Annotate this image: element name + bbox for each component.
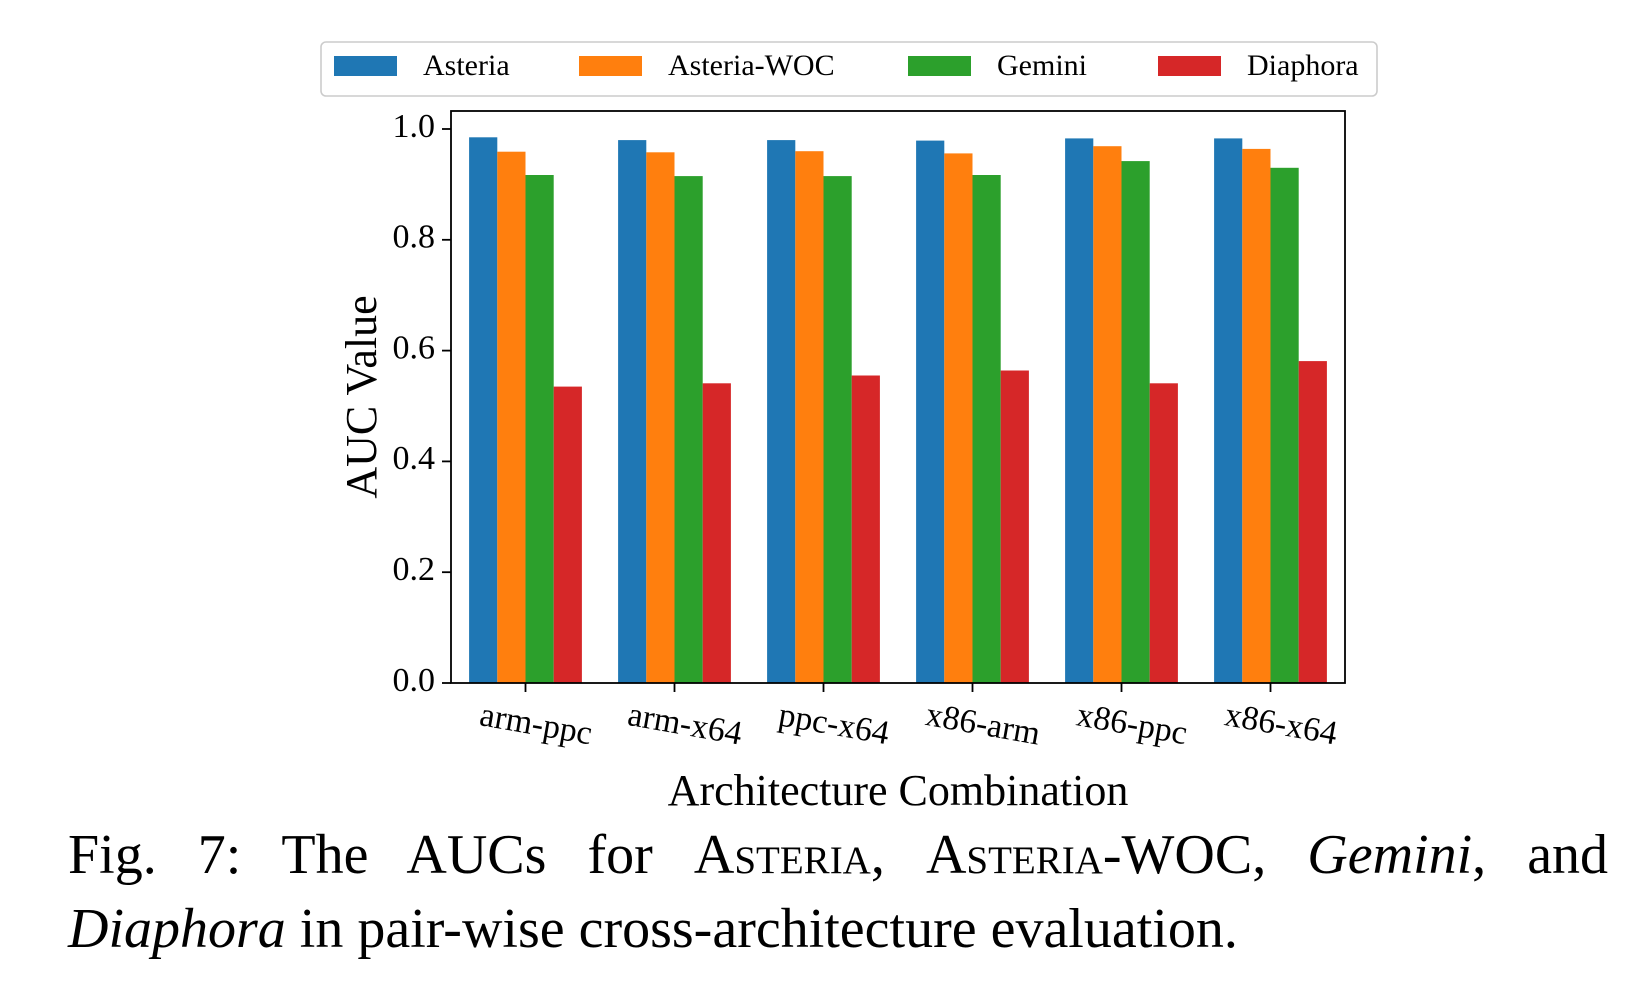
- caption-text-2: , and: [1472, 824, 1609, 886]
- legend-label-diaphora: Diaphora: [1247, 49, 1359, 82]
- caption-name-asteria-woc: Asteria: [925, 824, 1103, 886]
- legend-label-asteria-woc: Asteria-WOC: [668, 49, 835, 82]
- bar-diaphora-arm-ppc: [553, 386, 582, 683]
- legend-swatch-asteria: [334, 56, 397, 76]
- caption-line-2: Diaphora in pair-wise cross-architecture…: [68, 892, 1608, 966]
- y-tick-label: 0.6: [393, 329, 436, 366]
- x-tick-label: x86-x64: [1222, 696, 1340, 752]
- bar-gemini-arm-x64: [674, 176, 703, 683]
- bar-gemini-arm-ppc: [525, 175, 554, 683]
- y-tick-label: 0.0: [393, 662, 436, 699]
- y-tick-label: 0.4: [393, 440, 436, 477]
- bar-asteria-arm-ppc: [469, 137, 498, 684]
- bar-asteria-x86-x64: [1214, 138, 1243, 683]
- caption-text-3: in pair-wise cross-architecture evaluati…: [299, 898, 1238, 960]
- caption-name-asteria-woc-suffix: -WOC,: [1102, 824, 1267, 886]
- caption-name-diaphora: Diaphora: [68, 898, 286, 960]
- x-tick-label: x86-ppc: [1074, 696, 1190, 752]
- bar-gemini-ppc-x64: [823, 176, 852, 683]
- x-tick-label: arm-x64: [625, 696, 745, 752]
- bar-asteria-woc-arm-x64: [646, 152, 675, 684]
- bar-asteria-woc-ppc-x64: [795, 151, 824, 683]
- bar-gemini-x86-arm: [972, 175, 1001, 683]
- caption-name-asteria: Asteria: [693, 824, 871, 886]
- bar-diaphora-arm-x64: [702, 383, 731, 683]
- bar-diaphora-x86-arm: [1000, 370, 1029, 683]
- y-axis-label: AUC Value: [337, 295, 386, 498]
- bar-asteria-x86-ppc: [1065, 138, 1094, 683]
- caption-text-1: The AUCs for: [281, 824, 653, 886]
- legend-swatch-gemini: [908, 56, 971, 76]
- bars: [469, 137, 1327, 684]
- x-tick-label: x86-arm: [923, 696, 1043, 752]
- legend-frame: [320, 41, 1378, 97]
- bar-asteria-x86-arm: [916, 140, 945, 684]
- y-tick-label: 0.2: [393, 551, 436, 588]
- y-tick-label: 0.8: [393, 219, 436, 256]
- bar-diaphora-x86-ppc: [1149, 383, 1178, 683]
- legend-label-gemini: Gemini: [997, 49, 1087, 82]
- bar-diaphora-ppc-x64: [851, 375, 880, 683]
- bar-asteria-woc-x86-x64: [1242, 148, 1271, 683]
- caption-sep-1: ,: [870, 824, 885, 886]
- legend-swatch-asteria-woc: [579, 56, 642, 76]
- legend: Asteria Asteria-WOC Gemini Diaphora: [320, 41, 1378, 97]
- caption-label: Fig. 7:: [68, 824, 242, 886]
- bar-asteria-woc-x86-arm: [944, 153, 973, 683]
- figure-caption: Fig. 7: The AUCs for Asteria, Asteria-WO…: [68, 818, 1608, 966]
- legend-label-asteria: Asteria: [423, 49, 510, 82]
- y-axis: 0.0 0.2 0.4 0.6 0.8 1.0: [393, 108, 451, 699]
- y-tick-label: 1.0: [393, 108, 436, 145]
- bar-gemini-x86-x64: [1270, 167, 1299, 684]
- x-axis: arm-ppc arm-x64 ppc-x64 x86-arm x86-ppc x86-x…: [477, 683, 1340, 753]
- bar-asteria-woc-arm-ppc: [497, 151, 526, 683]
- caption-line-1: Fig. 7: The AUCs for Asteria, Asteria-WO…: [68, 818, 1608, 892]
- bar-asteria-ppc-x64: [767, 140, 796, 684]
- legend-swatch-diaphora: [1158, 56, 1221, 76]
- bar-asteria-arm-x64: [618, 140, 647, 684]
- caption-name-gemini: Gemini: [1307, 824, 1473, 886]
- x-tick-label: ppc-x64: [776, 696, 892, 752]
- plot-frame: [450, 110, 1346, 684]
- x-axis-label: Architecture Combination: [668, 766, 1129, 815]
- bar-diaphora-x86-x64: [1298, 361, 1327, 683]
- bar-gemini-x86-ppc: [1121, 161, 1150, 684]
- x-tick-label: arm-ppc: [477, 696, 595, 752]
- bar-asteria-woc-x86-ppc: [1093, 146, 1122, 683]
